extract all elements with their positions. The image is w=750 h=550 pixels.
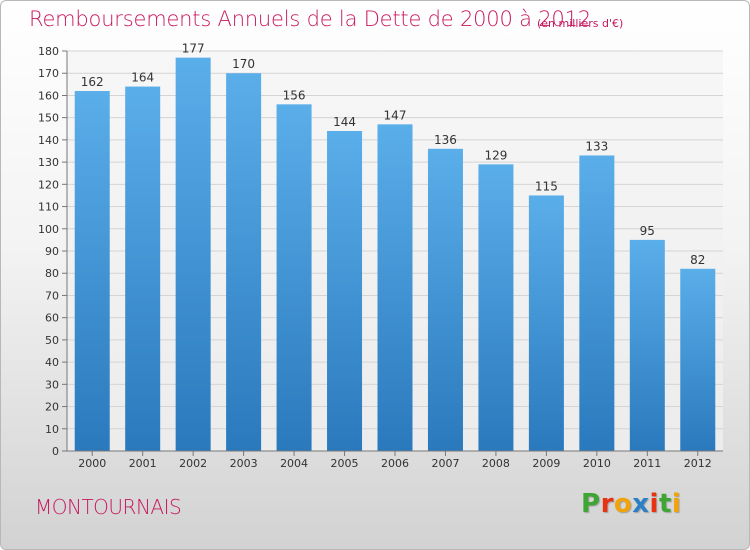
- y-tick-label: 50: [45, 334, 59, 347]
- logo-letter: i: [649, 489, 659, 519]
- x-tick-label: 2001: [129, 457, 157, 470]
- data-label: 164: [131, 71, 154, 85]
- x-tick-label: 2006: [381, 457, 409, 470]
- bar: [478, 164, 514, 452]
- logo-letter: r: [600, 489, 614, 519]
- chart-subtitle: (en milliers d'€): [537, 17, 624, 30]
- data-label: 177: [182, 42, 205, 56]
- x-tick-label: 2011: [633, 457, 661, 470]
- x-tick-label: 2007: [431, 457, 459, 470]
- x-tick-label: 2010: [583, 457, 611, 470]
- proxiti-logo: Proxiti: [581, 489, 681, 519]
- x-tick-label: 2012: [684, 457, 712, 470]
- bar: [528, 195, 564, 451]
- y-tick-label: 130: [38, 156, 59, 169]
- data-label: 147: [384, 108, 407, 122]
- bar: [74, 91, 110, 451]
- data-label: 156: [283, 88, 306, 102]
- data-label: 115: [535, 179, 558, 193]
- y-tick-label: 90: [45, 245, 59, 258]
- bar: [680, 268, 716, 451]
- y-tick-label: 100: [38, 223, 59, 236]
- bar: [327, 131, 363, 451]
- y-tick-label: 10: [45, 423, 59, 436]
- data-label: 136: [434, 133, 457, 147]
- data-label: 133: [585, 139, 608, 153]
- data-label: 162: [81, 75, 104, 89]
- x-tick-label: 2005: [331, 457, 359, 470]
- logo-letter: t: [658, 489, 672, 519]
- logo-letter: i: [671, 489, 682, 519]
- bar: [377, 124, 413, 451]
- logo-letter: x: [632, 489, 650, 519]
- y-tick-label: 0: [52, 445, 59, 458]
- x-tick-label: 2009: [532, 457, 560, 470]
- bar-chart: 0 10 20 30 40 50 60 70 80 90 100 110 120 130 140 150 160…: [38, 42, 723, 470]
- data-label: 95: [640, 224, 655, 238]
- bar: [629, 239, 665, 451]
- logo-letter: o: [613, 489, 633, 519]
- data-label: 170: [232, 57, 255, 71]
- y-tick-label: 150: [38, 112, 59, 125]
- x-tick-label: 2002: [179, 457, 207, 470]
- x-tick-label: 2003: [230, 457, 258, 470]
- data-label: 82: [690, 253, 705, 267]
- y-tick-label: 30: [45, 378, 59, 391]
- commune-name: MONTOURNAIS: [35, 495, 182, 519]
- data-label: 129: [484, 148, 507, 162]
- data-label: 144: [333, 115, 356, 129]
- y-tick-label: 110: [38, 201, 59, 214]
- chart-title: Remboursements Annuels de la Dette de 20…: [29, 7, 591, 31]
- bar: [579, 155, 615, 451]
- logo-letter: P: [581, 489, 601, 519]
- y-tick-label: 40: [45, 356, 59, 369]
- y-tick-label: 160: [38, 89, 59, 102]
- y-tick-label: 120: [38, 178, 59, 191]
- y-tick-label: 170: [38, 67, 59, 80]
- x-tick-label: 2008: [482, 457, 510, 470]
- x-tick-label: 2000: [78, 457, 106, 470]
- bar: [427, 148, 463, 451]
- bar: [276, 104, 312, 451]
- x-tick-label: 2004: [280, 457, 308, 470]
- y-tick-label: 80: [45, 267, 59, 280]
- y-tick-label: 180: [38, 45, 59, 58]
- bar: [175, 57, 211, 452]
- y-tick-label: 70: [45, 289, 59, 302]
- y-tick-label: 140: [38, 134, 59, 147]
- y-tick-label: 20: [45, 401, 59, 414]
- y-tick-label: 60: [45, 312, 59, 325]
- bar: [125, 86, 161, 452]
- bar: [226, 73, 262, 451]
